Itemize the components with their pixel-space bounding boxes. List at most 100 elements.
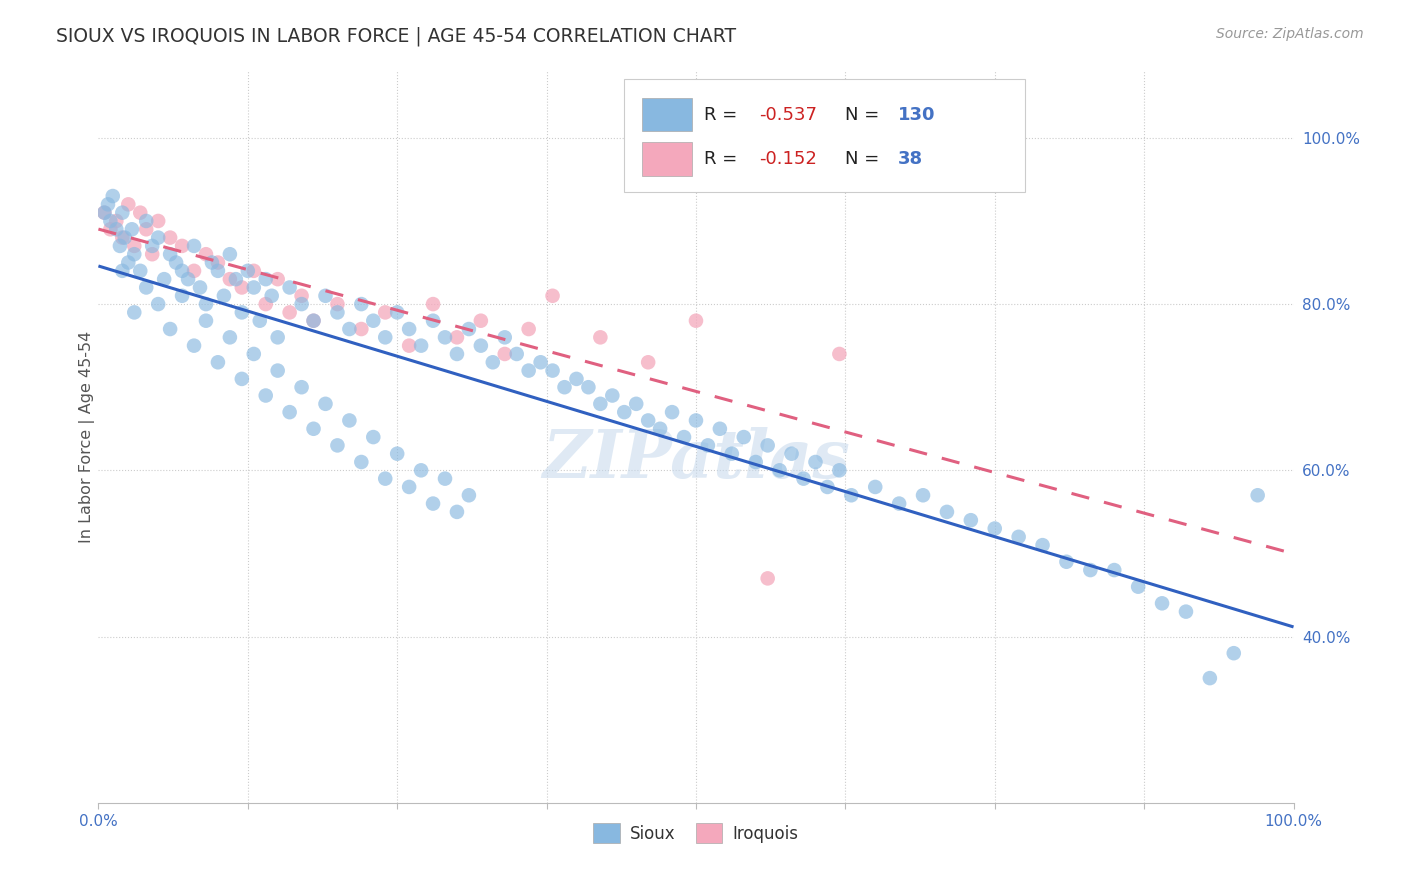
Point xyxy=(278,305,301,319)
Point xyxy=(1080,563,1102,577)
Point xyxy=(207,264,229,278)
Point xyxy=(828,347,851,361)
Point xyxy=(129,205,152,219)
Point xyxy=(124,247,146,261)
Point xyxy=(411,463,433,477)
Point xyxy=(219,247,242,261)
Point xyxy=(936,505,959,519)
Point xyxy=(148,230,170,244)
Point xyxy=(398,338,420,352)
Point xyxy=(446,330,468,344)
Point xyxy=(315,289,337,303)
Point xyxy=(1128,580,1150,594)
Point xyxy=(195,297,218,311)
Point xyxy=(159,247,181,261)
Point xyxy=(201,255,224,269)
Point xyxy=(219,272,242,286)
Point xyxy=(817,480,839,494)
FancyBboxPatch shape xyxy=(624,78,1025,192)
Point xyxy=(756,571,779,585)
Point xyxy=(637,413,659,427)
Point xyxy=(141,247,163,261)
Point xyxy=(637,355,659,369)
Point xyxy=(315,397,337,411)
Point xyxy=(554,380,576,394)
Point xyxy=(243,264,266,278)
Point xyxy=(114,230,136,244)
Point xyxy=(673,430,696,444)
Text: SIOUX VS IROQUOIS IN LABOR FORCE | AGE 45-54 CORRELATION CHART: SIOUX VS IROQUOIS IN LABOR FORCE | AGE 4… xyxy=(56,27,737,46)
Point xyxy=(589,330,612,344)
Point xyxy=(912,488,935,502)
Point xyxy=(291,289,314,303)
Point xyxy=(517,322,540,336)
Point xyxy=(148,297,170,311)
Point xyxy=(117,255,139,269)
Point xyxy=(153,272,176,286)
Point xyxy=(804,455,827,469)
Point xyxy=(111,230,134,244)
Point xyxy=(135,280,157,294)
Point xyxy=(960,513,983,527)
Point xyxy=(93,205,115,219)
Point xyxy=(446,505,468,519)
Point xyxy=(841,488,863,502)
Point xyxy=(291,380,314,394)
Point xyxy=(254,388,277,402)
Text: N =: N = xyxy=(845,150,886,168)
Point xyxy=(172,264,194,278)
Point xyxy=(302,314,325,328)
Point xyxy=(398,480,420,494)
Point xyxy=(661,405,683,419)
Point xyxy=(422,314,444,328)
Point xyxy=(254,272,277,286)
Point xyxy=(458,322,481,336)
Point xyxy=(828,463,851,477)
Text: Source: ZipAtlas.com: Source: ZipAtlas.com xyxy=(1216,27,1364,41)
Point xyxy=(148,214,170,228)
Point xyxy=(602,388,624,402)
Point xyxy=(709,422,731,436)
Point xyxy=(578,380,600,394)
Point xyxy=(188,280,211,294)
Point xyxy=(541,289,564,303)
Point xyxy=(302,422,325,436)
Point xyxy=(111,205,134,219)
Point xyxy=(101,189,124,203)
Point xyxy=(267,363,290,377)
Point xyxy=(326,438,349,452)
Point xyxy=(159,322,181,336)
Point xyxy=(565,372,588,386)
Point xyxy=(98,214,122,228)
Point xyxy=(1199,671,1222,685)
Point xyxy=(278,405,301,419)
Point xyxy=(207,255,229,269)
Point xyxy=(111,264,134,278)
Point xyxy=(124,305,146,319)
Point xyxy=(1008,530,1031,544)
Point xyxy=(165,255,187,269)
Point xyxy=(172,239,194,253)
Point xyxy=(98,222,122,236)
Point xyxy=(249,314,271,328)
Point xyxy=(278,280,301,294)
Point xyxy=(626,397,648,411)
Point xyxy=(385,447,409,461)
Point xyxy=(121,222,143,236)
Point xyxy=(411,338,433,352)
Point xyxy=(721,447,744,461)
Point xyxy=(697,438,720,452)
Point xyxy=(458,488,481,502)
Point xyxy=(212,289,235,303)
Point xyxy=(1247,488,1270,502)
Point xyxy=(326,305,349,319)
Point xyxy=(231,305,253,319)
FancyBboxPatch shape xyxy=(643,98,692,131)
Point xyxy=(685,413,707,427)
Point xyxy=(733,430,755,444)
Point xyxy=(984,521,1007,535)
Point xyxy=(183,264,205,278)
Point xyxy=(398,322,420,336)
Point xyxy=(613,405,636,419)
Point xyxy=(159,230,181,244)
